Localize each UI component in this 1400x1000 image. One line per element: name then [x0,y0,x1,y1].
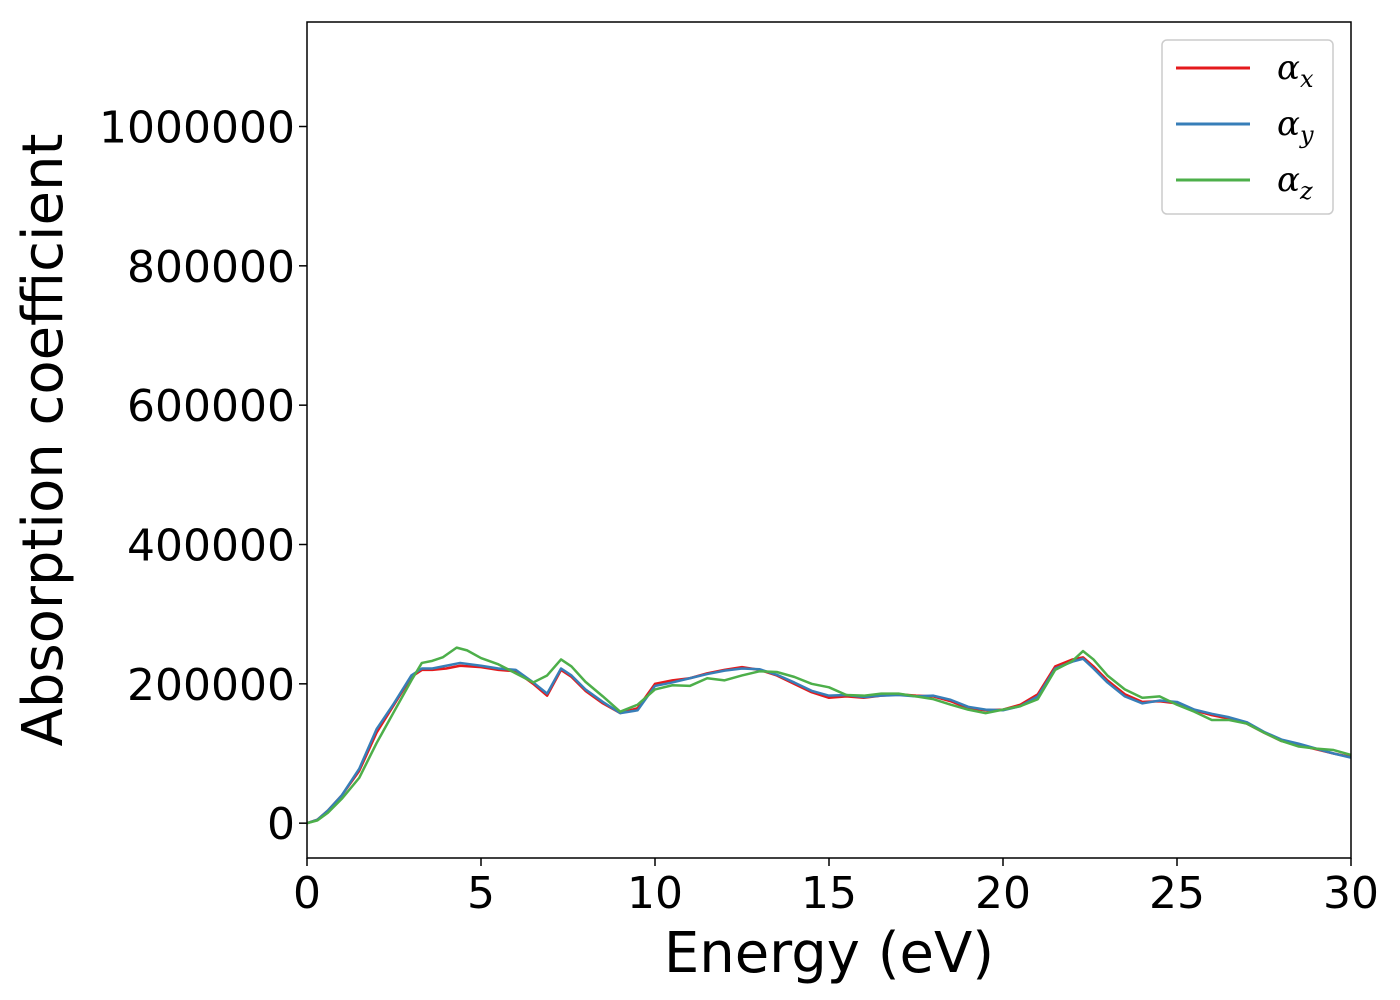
y-tick-label: 1000000 [99,103,295,154]
legend-entry-x: αx [1277,48,1314,93]
legend: αx αy αz [1161,39,1334,215]
y-tick-label: 600000 [127,381,295,432]
x-tick-label: 30 [1323,868,1379,919]
series-line-x [307,656,1351,825]
x-tick-label: 20 [975,868,1031,919]
y-tick-label: 0 [267,799,295,850]
x-axis-ticks: 0 5 10 15 20 25 30 [293,858,1379,919]
legend-box [1161,39,1334,215]
x-tick-label: 25 [1149,868,1205,919]
y-tick-label: 800000 [127,242,295,293]
legend-entry-y: αy [1277,104,1314,149]
x-tick-label: 5 [467,868,495,919]
x-tick-label: 0 [293,868,321,919]
y-tick-label: 200000 [127,660,295,711]
x-axis-label: Energy (eV) [664,921,994,986]
series-line-z [307,646,1351,825]
y-axis-ticks: 0 200000 400000 600000 800000 1000000 [99,103,307,850]
series-line-y [307,657,1351,825]
y-axis-label: Absorption coefficient [11,134,76,747]
y-tick-label: 400000 [127,521,295,572]
x-tick-label: 10 [627,868,683,919]
x-tick-label: 15 [801,868,857,919]
series-layer [307,646,1351,825]
legend-entry-z: αz [1277,160,1313,205]
